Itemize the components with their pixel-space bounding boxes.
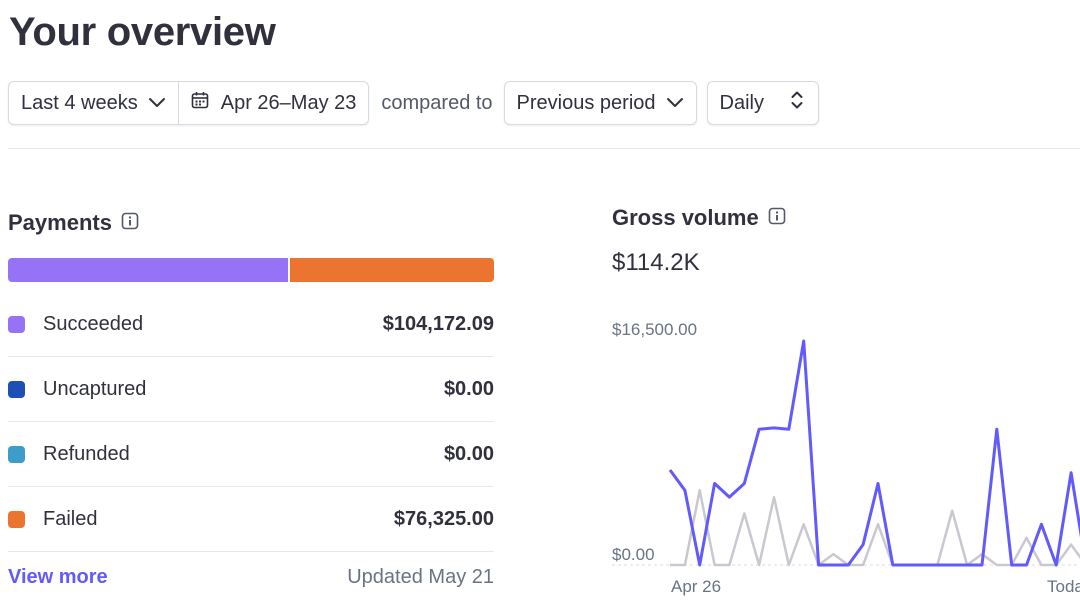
gross-volume-title-text: Gross volume [612, 205, 759, 230]
payment-label: Succeeded [43, 312, 144, 335]
payment-label: Failed [43, 507, 98, 530]
calendar-icon [191, 91, 209, 115]
x-axis-end-label: Toda [1047, 577, 1080, 596]
payment-value: $76,325.00 [393, 507, 494, 530]
chevron-down-icon [148, 92, 166, 115]
current-period-line [668, 339, 1080, 567]
succeeded-segment [8, 258, 289, 282]
comparison-label: Previous period [516, 91, 656, 114]
payment-value: $104,172.09 [382, 312, 494, 335]
range-label: Last 4 weeks [21, 91, 138, 114]
payment-row-succeeded[interactable]: Succeeded $104,172.09 [8, 292, 494, 357]
payment-value: $0.00 [443, 377, 494, 400]
comparison-dropdown[interactable]: Previous period [503, 81, 697, 125]
header-divider [8, 148, 1080, 149]
payments-list: Succeeded $104,172.09 Uncaptured $0.00 R… [8, 292, 494, 552]
page-title: Your overview [9, 10, 276, 54]
payments-footer: View more Updated May 21 [8, 552, 494, 602]
date-picker-button[interactable]: Apr 26–May 23 [177, 82, 369, 124]
payments-card: Payments Succeeded $104,172.09 Uncapture… [8, 210, 494, 602]
x-axis-start-label: Apr 26 [671, 577, 721, 596]
gross-volume-total: $114.2K [612, 249, 700, 276]
y-axis-max-label: $16,500.00 [612, 320, 697, 339]
view-more-link[interactable]: View more [8, 565, 108, 588]
interval-select[interactable]: Daily [706, 81, 819, 125]
date-range-group: Last 4 weeks Apr 26–May 23 [8, 81, 370, 125]
range-dropdown[interactable]: Last 4 weeks [9, 82, 178, 124]
filter-bar: Last 4 weeks Apr 26–May 23 [8, 81, 819, 125]
previous-period-line [670, 489, 1080, 567]
legend-dot [8, 445, 25, 463]
legend-dot [8, 510, 25, 528]
updated-timestamp: Updated May 21 [347, 565, 494, 588]
payments-title: Payments [8, 210, 494, 236]
legend-dot [8, 380, 25, 398]
failed-segment [290, 258, 494, 282]
series-layer [668, 339, 1080, 567]
payment-label: Uncaptured [43, 377, 147, 400]
payment-row-uncaptured[interactable]: Uncaptured $0.00 [8, 357, 494, 422]
chevron-up-down-icon [790, 90, 804, 116]
gross-volume-chart: $16,500.00 $0.00 Apr 26 Toda [612, 320, 1080, 596]
gross-volume-title: Gross volume [612, 205, 1080, 231]
payment-label: Refunded [43, 442, 130, 465]
payment-value: $0.00 [443, 442, 494, 465]
y-axis-min-label: $0.00 [612, 545, 655, 564]
payment-row-refunded[interactable]: Refunded $0.00 [8, 422, 494, 487]
compared-to-label: compared to [381, 91, 493, 114]
info-icon[interactable] [121, 210, 139, 236]
interval-label: Daily [719, 91, 764, 114]
date-range-label: Apr 26–May 23 [220, 91, 357, 114]
gross-volume-card: Gross volume $114.2K [612, 205, 1080, 277]
chevron-down-icon [666, 92, 684, 115]
payments-title-text: Payments [8, 210, 112, 235]
payment-row-failed[interactable]: Failed $76,325.00 [8, 487, 494, 552]
legend-dot [8, 315, 25, 333]
payments-breakdown-bar [8, 258, 494, 282]
info-icon[interactable] [768, 205, 786, 231]
